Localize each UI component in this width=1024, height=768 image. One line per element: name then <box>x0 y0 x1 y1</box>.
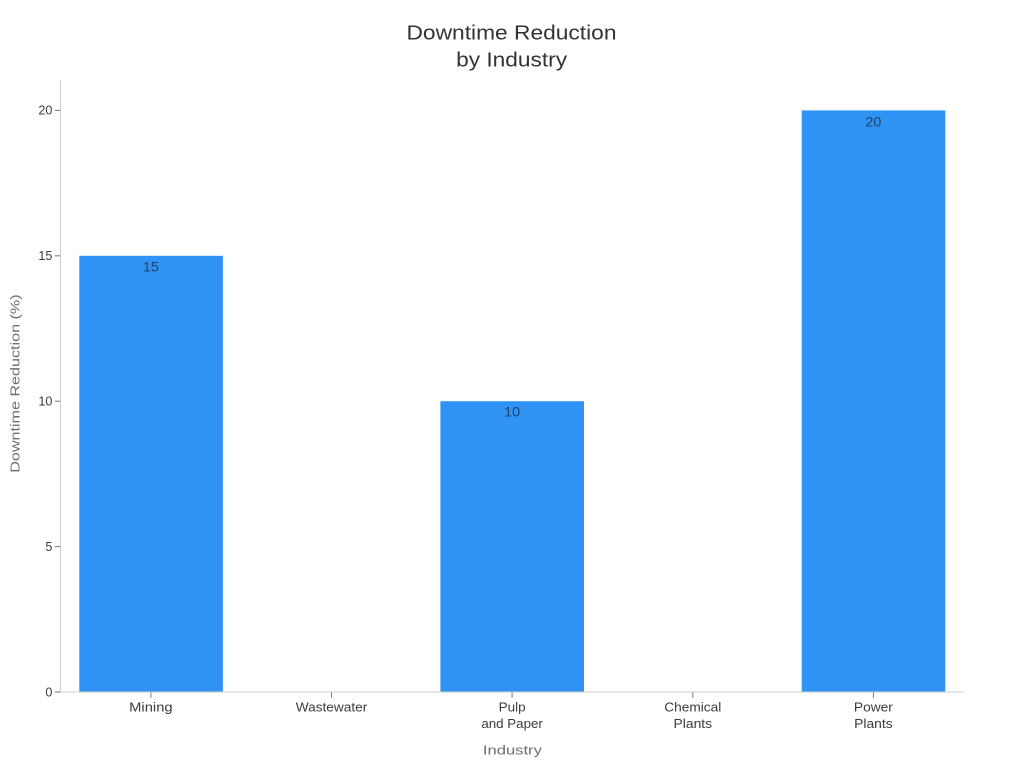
svg-text:Downtime Reduction: Downtime Reduction <box>407 23 617 45</box>
svg-text:20: 20 <box>865 113 881 129</box>
svg-text:Plants: Plants <box>674 716 713 731</box>
svg-text:10: 10 <box>38 395 52 409</box>
svg-text:15: 15 <box>38 249 52 263</box>
svg-text:and Paper: and Paper <box>481 716 543 731</box>
svg-text:Chemical: Chemical <box>664 700 721 715</box>
svg-text:0: 0 <box>45 685 52 699</box>
svg-text:10: 10 <box>504 403 520 419</box>
svg-text:5: 5 <box>45 540 52 554</box>
svg-text:Wastewater: Wastewater <box>296 700 368 715</box>
svg-text:Industry: Industry <box>483 742 542 757</box>
svg-text:15: 15 <box>143 258 159 274</box>
svg-text:Mining: Mining <box>129 700 173 715</box>
svg-text:by Industry: by Industry <box>456 50 567 72</box>
svg-text:Power: Power <box>854 700 894 715</box>
svg-text:Plants: Plants <box>854 716 893 731</box>
svg-text:20: 20 <box>38 104 52 118</box>
svg-text:Pulp: Pulp <box>499 700 526 715</box>
svg-text:Downtime Reduction (%): Downtime Reduction (%) <box>8 294 23 472</box>
